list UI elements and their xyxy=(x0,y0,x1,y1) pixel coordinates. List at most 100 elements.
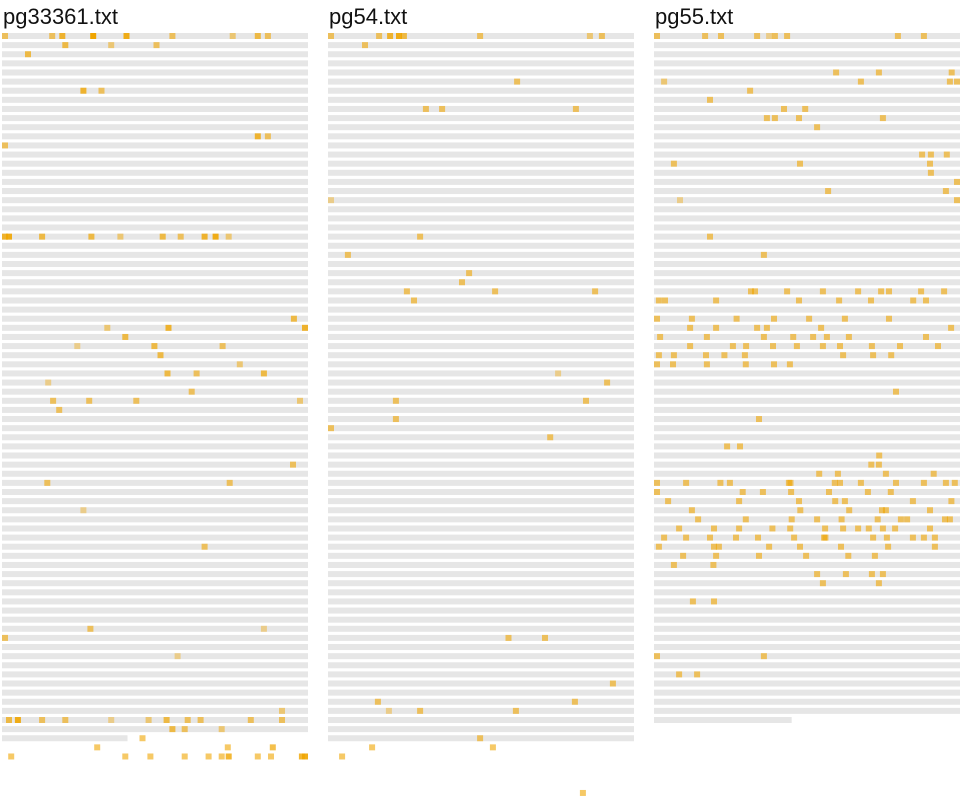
text-line xyxy=(654,489,960,495)
match-mark xyxy=(931,534,938,541)
match-mark xyxy=(145,717,152,723)
text-line xyxy=(654,279,960,286)
text-line xyxy=(654,680,960,687)
match-mark xyxy=(683,534,690,541)
match-mark xyxy=(837,343,843,350)
text-line xyxy=(654,461,960,468)
match-mark xyxy=(417,707,424,714)
match-mark xyxy=(793,343,800,350)
text-line xyxy=(2,507,308,514)
match-mark xyxy=(225,753,232,760)
match-mark xyxy=(396,33,402,39)
match-mark xyxy=(920,479,927,486)
match-mark xyxy=(713,324,720,331)
text-line xyxy=(328,434,634,441)
text-line xyxy=(654,561,960,568)
text-line xyxy=(328,87,634,94)
text-line xyxy=(328,552,634,559)
match-mark xyxy=(894,33,901,39)
match-mark xyxy=(771,33,778,39)
match-mark xyxy=(279,717,285,723)
match-mark xyxy=(818,324,825,331)
text-line xyxy=(328,698,634,705)
text-line xyxy=(328,251,634,258)
text-line xyxy=(328,233,634,240)
text-line xyxy=(2,425,308,432)
text-line xyxy=(328,69,634,76)
text-line xyxy=(654,416,960,423)
match-mark xyxy=(729,343,736,350)
match-mark xyxy=(39,233,46,240)
text-line xyxy=(328,288,634,295)
match-mark xyxy=(821,534,828,541)
match-mark xyxy=(492,288,499,295)
match-mark xyxy=(385,707,392,714)
match-mark xyxy=(837,479,843,486)
text-line xyxy=(2,470,308,477)
match-mark xyxy=(477,735,484,742)
match-mark xyxy=(212,233,219,240)
match-mark xyxy=(759,489,766,495)
match-mark xyxy=(878,288,885,295)
text-line xyxy=(2,51,308,58)
text-line xyxy=(654,124,960,131)
match-mark xyxy=(717,479,724,486)
text-line xyxy=(2,698,308,705)
text-line xyxy=(2,379,308,386)
text-line xyxy=(2,197,308,204)
text-line xyxy=(328,270,634,277)
match-mark xyxy=(122,753,129,760)
match-mark xyxy=(670,561,677,568)
text-line xyxy=(328,297,634,304)
text-line xyxy=(328,452,634,459)
text-line xyxy=(654,288,960,295)
match-mark xyxy=(832,498,839,505)
match-mark xyxy=(841,498,848,505)
match-mark xyxy=(948,69,955,76)
match-mark xyxy=(59,33,66,39)
match-mark xyxy=(6,717,12,723)
text-line xyxy=(2,124,308,131)
match-mark xyxy=(665,498,672,505)
match-mark xyxy=(505,634,512,641)
match-mark xyxy=(157,352,164,359)
text-line xyxy=(2,489,308,495)
text-line xyxy=(328,197,634,204)
text-line xyxy=(328,644,634,651)
match-mark xyxy=(920,534,927,541)
match-mark xyxy=(771,315,777,322)
match-mark xyxy=(707,233,713,240)
text-line xyxy=(2,571,308,578)
match-mark xyxy=(857,78,864,85)
text-line xyxy=(654,443,960,450)
text-line xyxy=(2,726,308,733)
text-line xyxy=(2,516,308,523)
match-mark xyxy=(2,33,8,39)
match-mark xyxy=(201,543,208,550)
match-mark xyxy=(736,498,743,505)
text-line xyxy=(654,543,960,550)
text-line xyxy=(328,516,634,523)
text-line xyxy=(654,470,960,477)
text-line xyxy=(2,87,308,94)
match-mark xyxy=(547,434,554,441)
match-mark xyxy=(2,634,8,641)
match-mark xyxy=(763,115,770,122)
text-line xyxy=(654,42,960,49)
match-mark xyxy=(882,507,889,514)
match-mark xyxy=(44,479,51,486)
match-mark xyxy=(25,51,31,58)
text-line xyxy=(328,333,634,340)
match-mark xyxy=(718,33,724,39)
text-line xyxy=(328,507,634,514)
text-line xyxy=(654,717,792,723)
text-line xyxy=(2,580,308,587)
match-mark xyxy=(654,489,660,495)
match-mark xyxy=(951,479,958,486)
match-mark xyxy=(838,543,844,550)
match-mark xyxy=(680,552,687,559)
text-line xyxy=(2,607,308,614)
text-line xyxy=(2,434,308,441)
match-mark xyxy=(655,543,662,550)
match-mark xyxy=(219,343,226,350)
